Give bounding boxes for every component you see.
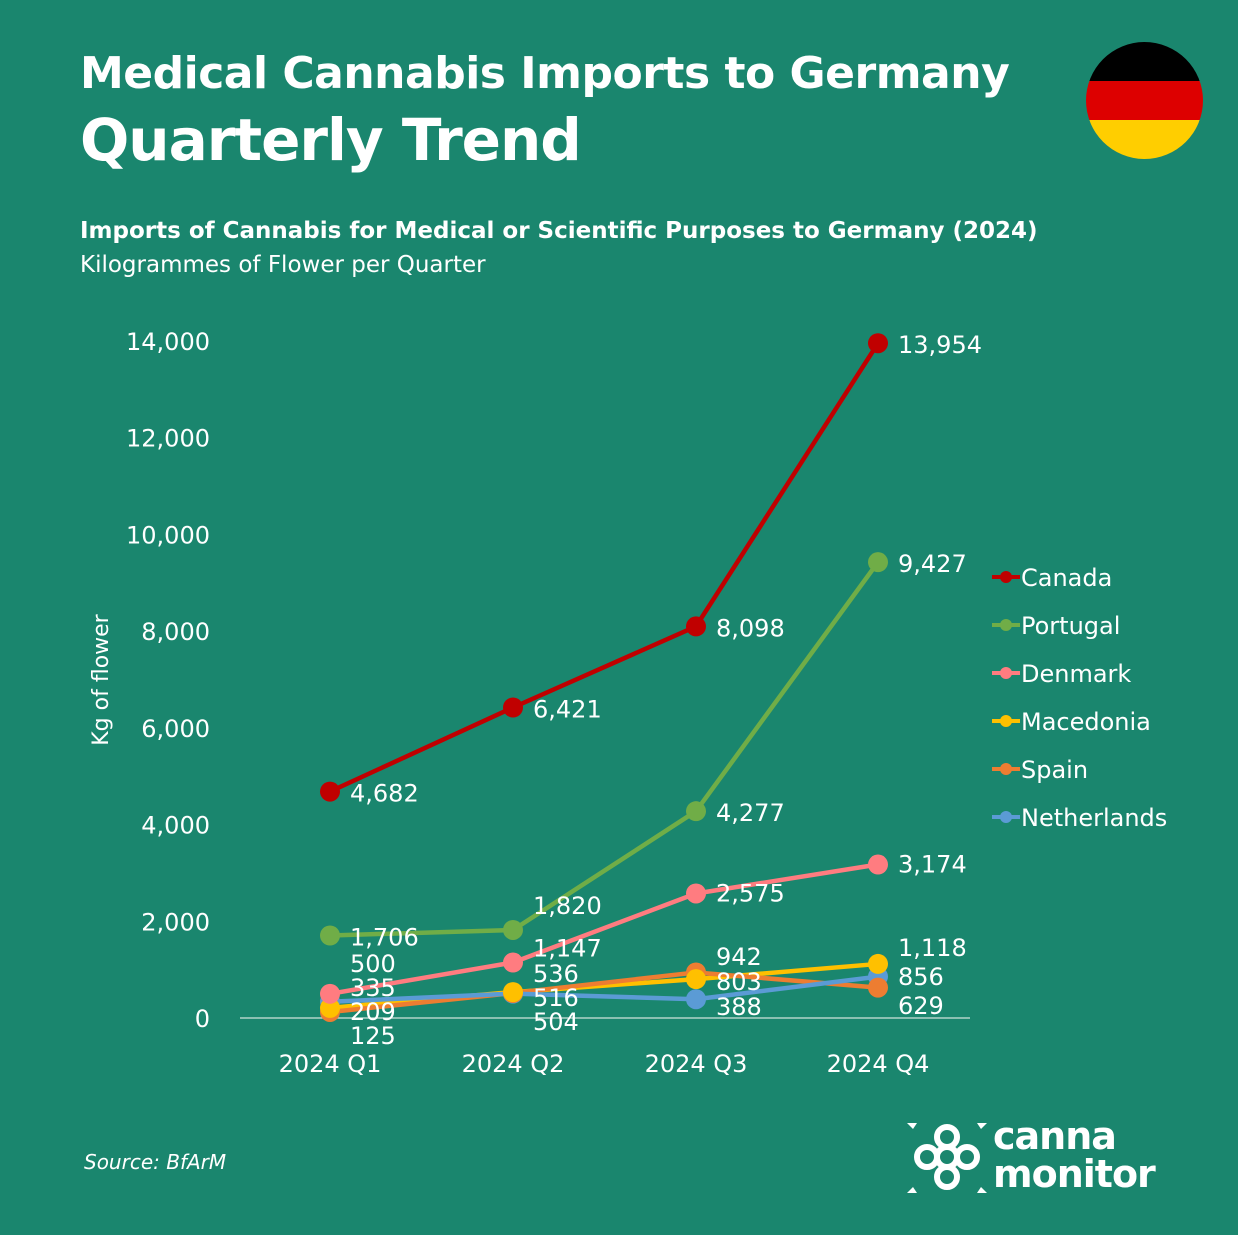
data-point-canada bbox=[868, 333, 888, 354]
data-point-macedonia bbox=[320, 997, 340, 1018]
data-label-spain: 516 bbox=[533, 984, 579, 1012]
data-label-spain: 942 bbox=[716, 943, 762, 971]
data-point-netherlands bbox=[686, 989, 706, 1010]
y-axis-label: Kg of flower bbox=[89, 613, 114, 745]
legend-marker-spain bbox=[1000, 763, 1012, 775]
y-tick-label: 0 bbox=[195, 1005, 210, 1033]
legend-marker-denmark bbox=[1000, 667, 1012, 679]
data-point-denmark bbox=[320, 983, 340, 1004]
legend-marker-portugal bbox=[1000, 619, 1012, 631]
source-note: Source: BfArM bbox=[84, 1150, 227, 1174]
logo-text-monitor: monitor bbox=[993, 1152, 1156, 1196]
data-label-netherlands: 388 bbox=[716, 993, 762, 1021]
data-label-portugal: 1,820 bbox=[533, 892, 602, 920]
data-point-denmark bbox=[686, 883, 706, 904]
flower-logo-icon bbox=[907, 1123, 987, 1193]
data-point-canada bbox=[320, 781, 340, 802]
x-tick-label: 2024 Q3 bbox=[645, 1050, 748, 1078]
x-tick-label: 2024 Q1 bbox=[279, 1050, 382, 1078]
legend-label-spain: Spain bbox=[1021, 756, 1088, 784]
series-line-denmark bbox=[329, 862, 879, 997]
data-point-portugal bbox=[503, 919, 523, 940]
data-point-denmark bbox=[868, 854, 888, 875]
chart-subtitle: Kilogrammes of Flower per Quarter bbox=[80, 252, 486, 278]
data-point-macedonia bbox=[503, 982, 523, 1003]
data-label-canada: 6,421 bbox=[533, 695, 602, 723]
data-point-portugal bbox=[686, 801, 706, 822]
legend-label-canada: Canada bbox=[1021, 564, 1112, 592]
chart-title: Imports of Cannabis for Medical or Scien… bbox=[80, 218, 1038, 244]
y-tick-label: 2,000 bbox=[141, 908, 210, 936]
data-label-macedonia: 803 bbox=[716, 968, 762, 996]
data-label-spain: 629 bbox=[898, 992, 944, 1020]
main-title: Medical Cannabis Imports to Germany bbox=[80, 48, 1010, 99]
legend-label-portugal: Portugal bbox=[1021, 612, 1120, 640]
legend-marker-netherlands bbox=[1000, 811, 1012, 823]
data-label-denmark: 3,174 bbox=[898, 851, 967, 879]
main-subtitle: Quarterly Trend bbox=[80, 106, 582, 174]
data-label-portugal: 1,706 bbox=[350, 924, 419, 952]
data-label-canada: 8,098 bbox=[716, 614, 785, 642]
data-label-spain: 125 bbox=[350, 1022, 396, 1050]
data-point-spain bbox=[868, 977, 888, 998]
data-label-macedonia: 536 bbox=[533, 960, 579, 988]
data-point-portugal bbox=[868, 552, 888, 573]
y-tick-label: 4,000 bbox=[141, 812, 210, 840]
data-label-denmark: 500 bbox=[350, 950, 396, 978]
legend-marker-canada bbox=[1000, 571, 1012, 583]
data-point-canada bbox=[503, 697, 523, 718]
data-label-denmark: 2,575 bbox=[716, 879, 785, 907]
legend-label-macedonia: Macedonia bbox=[1021, 708, 1151, 736]
data-label-portugal: 4,277 bbox=[716, 799, 785, 827]
data-label-netherlands: 504 bbox=[533, 1008, 579, 1036]
cannamonitor-logo: canna monitor bbox=[905, 1115, 1185, 1205]
x-tick-label: 2024 Q2 bbox=[462, 1050, 565, 1078]
series-line-netherlands bbox=[329, 974, 879, 1005]
legend-label-netherlands: Netherlands bbox=[1021, 804, 1167, 832]
series-line-spain bbox=[329, 970, 879, 1015]
y-tick-label: 12,000 bbox=[126, 425, 210, 453]
x-tick-label: 2024 Q4 bbox=[827, 1050, 930, 1078]
y-tick-label: 6,000 bbox=[141, 715, 210, 743]
logo-text-canna: canna bbox=[993, 1114, 1117, 1158]
y-tick-label: 8,000 bbox=[141, 618, 210, 646]
y-tick-label: 10,000 bbox=[126, 521, 210, 549]
series-line-canada bbox=[329, 342, 880, 794]
legend-marker-macedonia bbox=[1000, 715, 1012, 727]
data-label-canada: 4,682 bbox=[350, 780, 419, 808]
data-label-macedonia: 209 bbox=[350, 998, 396, 1026]
data-point-denmark bbox=[503, 952, 523, 973]
series-line-portugal bbox=[329, 560, 880, 938]
series-line-macedonia bbox=[329, 961, 879, 1011]
data-label-netherlands: 856 bbox=[898, 963, 944, 991]
data-label-denmark: 1,147 bbox=[533, 935, 602, 963]
data-label-macedonia: 1,118 bbox=[898, 934, 967, 962]
data-label-canada: 13,954 bbox=[898, 331, 982, 359]
data-label-portugal: 9,427 bbox=[898, 550, 967, 578]
y-tick-label: 14,000 bbox=[126, 328, 210, 356]
data-point-macedonia bbox=[686, 969, 706, 990]
data-label-netherlands: 335 bbox=[350, 974, 396, 1002]
data-point-canada bbox=[686, 616, 706, 637]
data-point-macedonia bbox=[868, 953, 888, 974]
data-point-portugal bbox=[320, 925, 340, 946]
legend-label-denmark: Denmark bbox=[1021, 660, 1131, 688]
